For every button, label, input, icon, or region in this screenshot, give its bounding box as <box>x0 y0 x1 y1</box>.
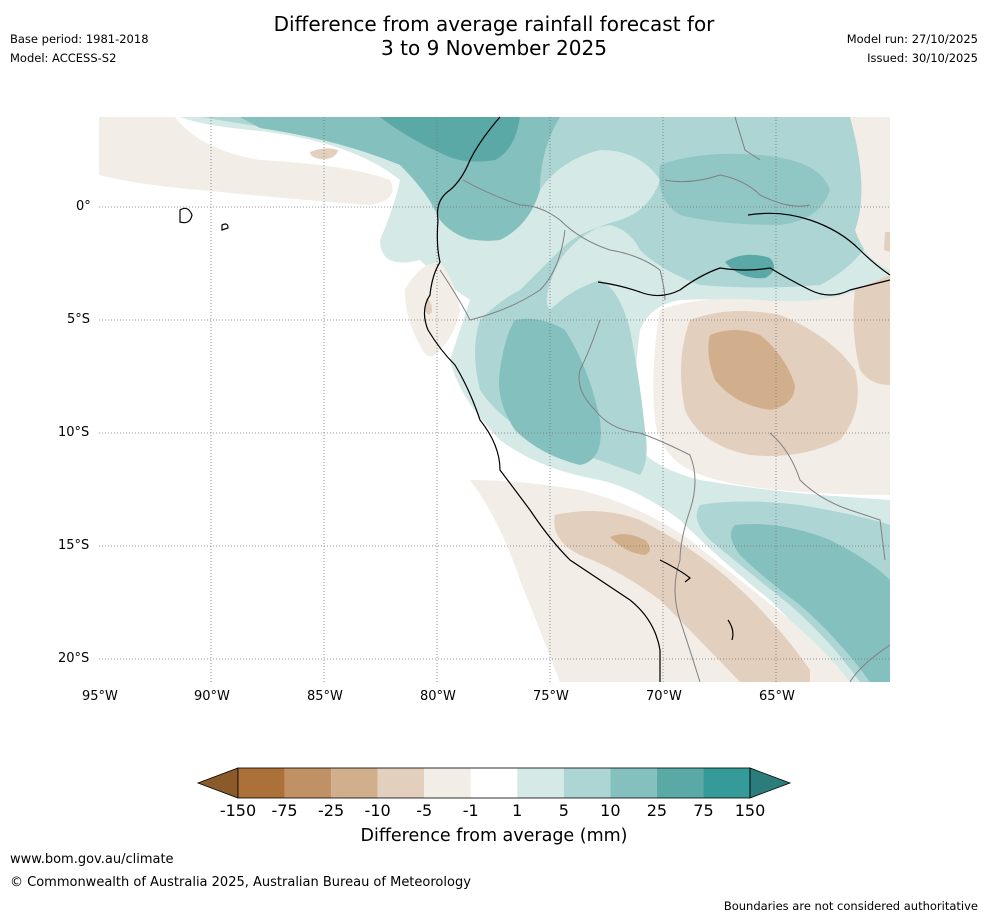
colorbar-tick-label: -25 <box>318 801 345 820</box>
colorbar-tick-label: 150 <box>734 801 766 820</box>
colorbar-arrow-high <box>749 767 792 799</box>
title-line-1: Difference from average rainfall forecas… <box>273 12 715 36</box>
colorbar-tick-label: 5 <box>558 801 569 820</box>
base-period-text: Base period: 1981-2018 <box>10 32 149 46</box>
colorbar-swatch <box>563 768 611 798</box>
colorbar-tick-label: -1 <box>462 801 479 820</box>
colorbar-swatch <box>377 768 425 798</box>
lon-label-75w: 75°W <box>533 689 569 704</box>
disclaimer-text: Boundaries are not considered authoritat… <box>723 899 978 913</box>
lon-label-90w: 90°W <box>194 689 230 704</box>
lat-label-15s: 15°S <box>58 538 90 553</box>
country-borders <box>439 116 891 683</box>
colorbar-swatch <box>656 768 704 798</box>
lon-label-65w: 65°W <box>759 689 795 704</box>
colorbar-label: Difference from average (mm) <box>360 826 628 846</box>
wet-region-peru <box>499 318 601 465</box>
lat-label-20s: 20°S <box>58 651 90 666</box>
colorbar-swatch <box>470 768 518 798</box>
colorbar-tick-label: -10 <box>364 801 391 820</box>
graticule <box>99 117 890 682</box>
colorbar-swatch <box>238 768 285 798</box>
colorbar-swatch <box>331 768 378 798</box>
copyright-text: © Commonwealth of Australia 2025, Austra… <box>10 875 471 890</box>
colorbar-tick-label: 25 <box>646 801 668 820</box>
coastlines <box>179 116 891 682</box>
lat-label-10s: 10°S <box>58 425 90 440</box>
model-text: Model: ACCESS-S2 <box>10 51 117 65</box>
website-url[interactable]: www.bom.gov.au/climate <box>10 852 174 867</box>
colorbar-swatch <box>517 768 564 798</box>
lat-label-0: 0° <box>76 199 91 214</box>
colorbar-swatch <box>703 768 750 798</box>
lon-label-70w: 70°W <box>646 689 682 704</box>
lon-label-80w: 80°W <box>420 689 456 704</box>
colorbar-tick-label: -150 <box>219 801 257 820</box>
colorbar-tick-label: 75 <box>693 801 714 820</box>
colorbar-swatch <box>284 768 332 798</box>
colorbar-tick-label: 10 <box>600 801 621 820</box>
model-run-text: Model run: 27/10/2025 <box>846 32 978 46</box>
title-line-2: 3 to 9 November 2025 <box>381 36 607 60</box>
colorbar-tick-label: 1 <box>512 801 523 820</box>
map-shading <box>99 117 890 682</box>
colorbar-tick-label: -75 <box>271 801 298 820</box>
colorbar-arrow-low <box>196 767 239 799</box>
colorbar-swatch <box>424 768 471 798</box>
issued-text: Issued: 30/10/2025 <box>867 51 978 65</box>
colorbar-swatch <box>610 768 657 798</box>
dry-region-northwest <box>99 117 393 205</box>
colorbar-tick-label: -5 <box>416 801 433 820</box>
lon-label-85w: 85°W <box>307 689 343 704</box>
lon-label-95w: 95°W <box>82 689 118 704</box>
map-title: Difference from average rainfall forecas… <box>0 12 988 60</box>
lat-label-5s: 5°S <box>67 312 91 327</box>
